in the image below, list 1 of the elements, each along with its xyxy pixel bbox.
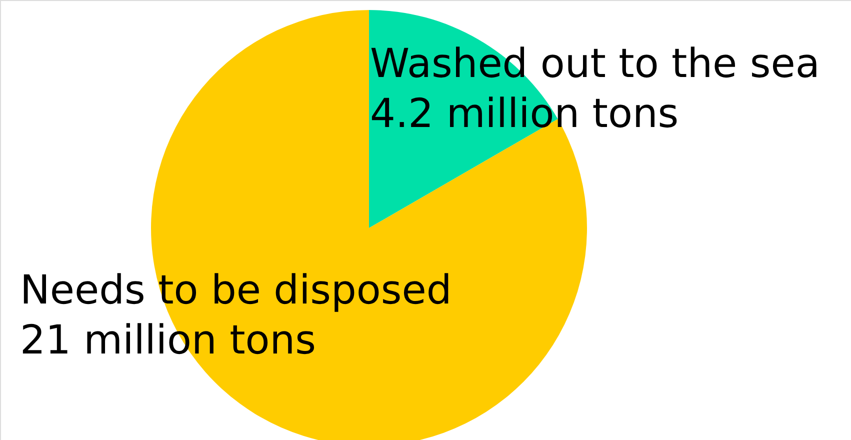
slice-label: Needs to be disposed [20, 268, 452, 314]
